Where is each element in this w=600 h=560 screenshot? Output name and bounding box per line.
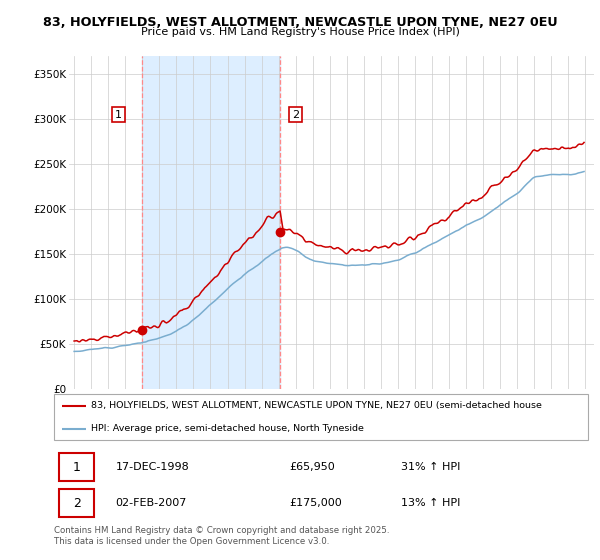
Bar: [142, 56, 280, 389]
Text: Price paid vs. HM Land Registry's House Price Index (HPI): Price paid vs. HM Land Registry's House …: [140, 27, 460, 37]
Text: 1: 1: [115, 110, 122, 119]
Text: £65,950: £65,950: [289, 462, 335, 472]
Text: 31% ↑ HPI: 31% ↑ HPI: [401, 462, 460, 472]
Text: 13% ↑ HPI: 13% ↑ HPI: [401, 498, 460, 508]
Text: 83, HOLYFIELDS, WEST ALLOTMENT, NEWCASTLE UPON TYNE, NE27 0EU: 83, HOLYFIELDS, WEST ALLOTMENT, NEWCASTL…: [43, 16, 557, 29]
FancyBboxPatch shape: [54, 394, 588, 440]
Text: 2: 2: [292, 110, 299, 119]
FancyBboxPatch shape: [59, 453, 94, 481]
FancyBboxPatch shape: [59, 489, 94, 517]
Text: Contains HM Land Registry data © Crown copyright and database right 2025.
This d: Contains HM Land Registry data © Crown c…: [54, 526, 389, 546]
Text: £175,000: £175,000: [289, 498, 342, 508]
Text: 83, HOLYFIELDS, WEST ALLOTMENT, NEWCASTLE UPON TYNE, NE27 0EU (semi-detached hou: 83, HOLYFIELDS, WEST ALLOTMENT, NEWCASTL…: [91, 401, 542, 410]
Text: HPI: Average price, semi-detached house, North Tyneside: HPI: Average price, semi-detached house,…: [91, 424, 364, 433]
Text: 1: 1: [73, 461, 81, 474]
Text: 17-DEC-1998: 17-DEC-1998: [115, 462, 189, 472]
Text: 2: 2: [73, 497, 81, 510]
Text: 02-FEB-2007: 02-FEB-2007: [115, 498, 187, 508]
